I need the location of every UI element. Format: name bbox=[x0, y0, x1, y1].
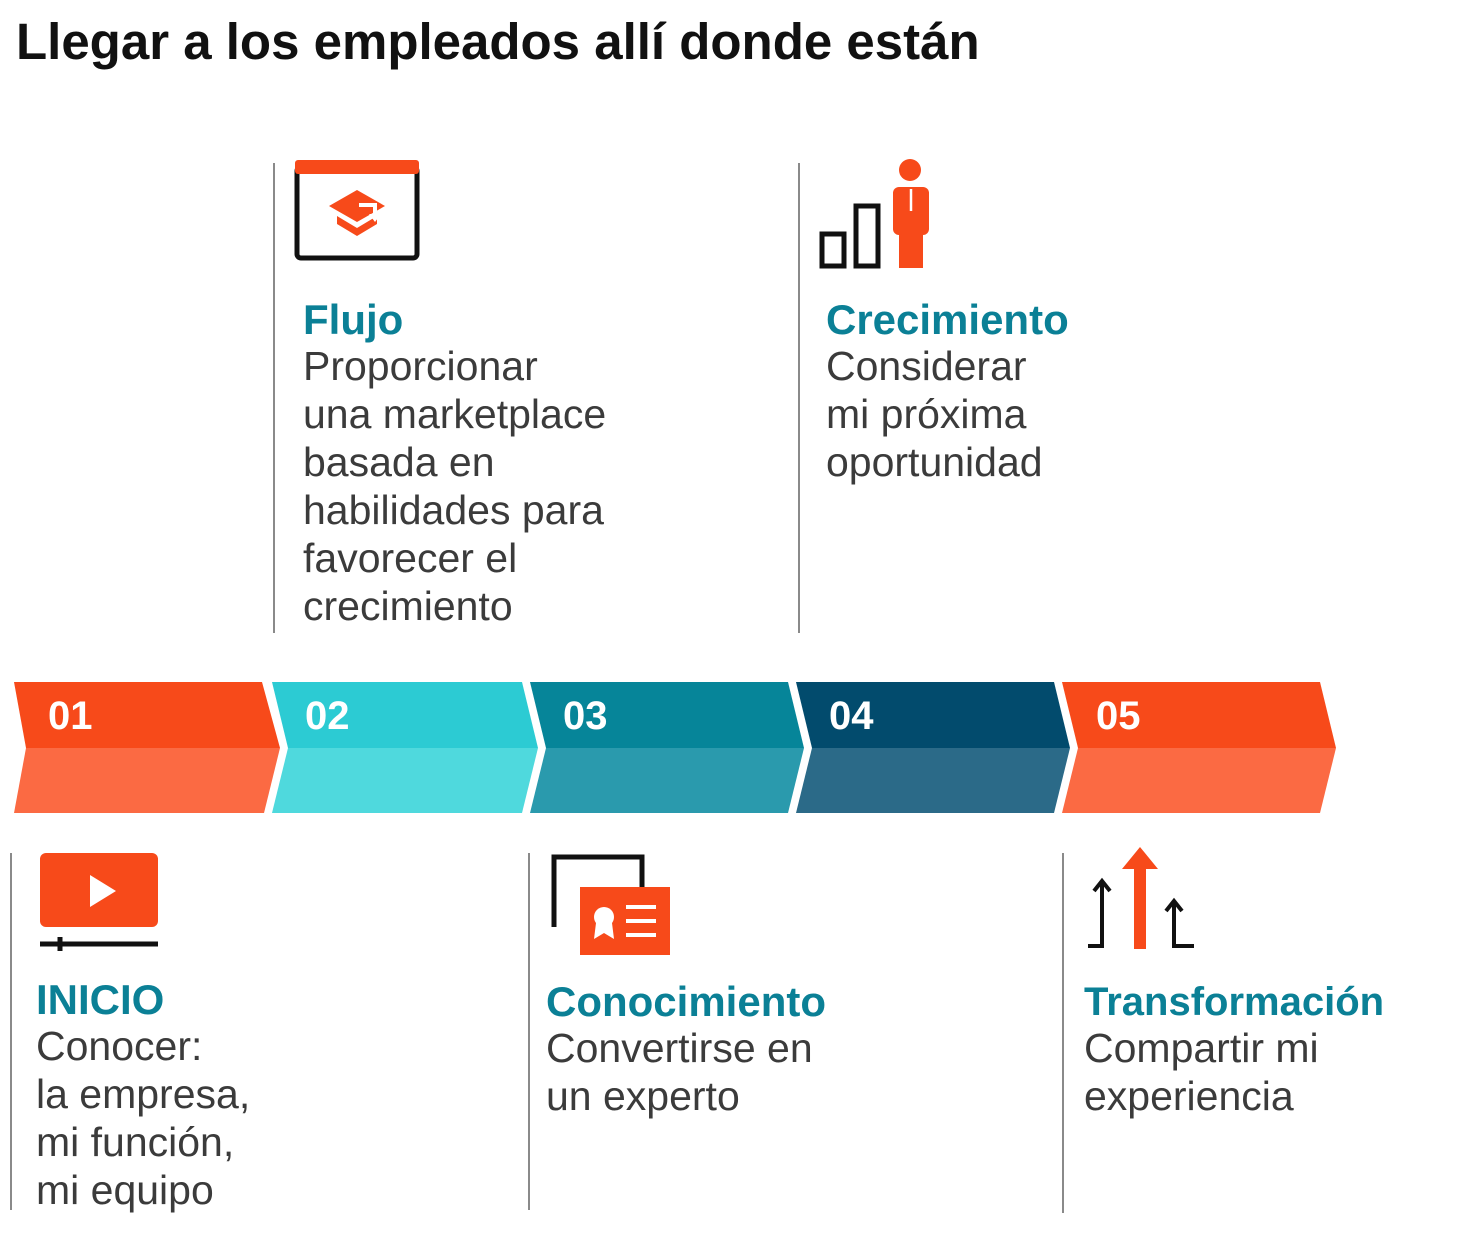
stage-05: Transformación Compartir mi experiencia bbox=[1084, 980, 1384, 1120]
divider-line-04 bbox=[798, 163, 800, 633]
stage-03: Conocimiento Convertirse en un experto bbox=[546, 980, 826, 1120]
divider-line-05 bbox=[1062, 853, 1064, 1213]
certificate-id-card-icon bbox=[551, 854, 670, 955]
chevron-05: 05 bbox=[1062, 682, 1336, 813]
chevron-02: 02 bbox=[272, 682, 538, 813]
description-line: Convertirse en bbox=[546, 1025, 813, 1071]
description-line: mi próxima bbox=[826, 391, 1027, 437]
description-line: mi equipo bbox=[36, 1167, 214, 1213]
description-line: basada en bbox=[303, 439, 495, 485]
step-number-04: 04 bbox=[829, 694, 874, 738]
description-line: Considerar bbox=[826, 343, 1027, 389]
video-play-icon bbox=[40, 853, 158, 951]
stage-02: Flujo Proporcionar una marketplace basad… bbox=[303, 298, 606, 630]
divider-line-03 bbox=[528, 853, 530, 1210]
description-line: crecimiento bbox=[303, 583, 513, 629]
description-line: oportunidad bbox=[826, 439, 1043, 485]
description-line: Compartir mi bbox=[1084, 1025, 1319, 1071]
stage-title-conocimiento: Conocimiento bbox=[546, 978, 826, 1025]
divider-line-02 bbox=[273, 163, 275, 633]
description-line: la empresa, bbox=[36, 1071, 251, 1117]
stage-description: Compartir mi experiencia bbox=[1084, 1024, 1384, 1120]
stage-title-transformacion: Transformación bbox=[1084, 980, 1385, 1024]
step-number-05: 05 bbox=[1096, 694, 1141, 738]
description-line: favorecer el bbox=[303, 535, 518, 581]
graduation-cap-window-icon bbox=[294, 160, 420, 261]
chevron-01: 01 bbox=[14, 682, 280, 813]
description-line: Conocer: bbox=[36, 1023, 203, 1069]
divider-line-01 bbox=[10, 853, 12, 1210]
stage-title-flujo: Flujo bbox=[303, 296, 404, 343]
page-title: Llegar a los empleados allí donde están bbox=[16, 13, 980, 70]
chevron-04: 04 bbox=[796, 682, 1070, 813]
description-line: experiencia bbox=[1084, 1073, 1294, 1119]
up-arrows-icon bbox=[1088, 847, 1194, 949]
description-line: una marketplace bbox=[303, 391, 607, 437]
stage-description: Considerar mi próxima oportunidad bbox=[826, 342, 1069, 486]
stage-title-inicio: INICIO bbox=[36, 976, 165, 1023]
stage-description: Conocer: la empresa, mi función, mi equi… bbox=[36, 1022, 250, 1214]
description-line: un experto bbox=[546, 1073, 740, 1119]
chevron-03: 03 bbox=[530, 682, 804, 813]
step-number-03: 03 bbox=[563, 694, 608, 738]
person-growth-bars-icon bbox=[819, 159, 929, 269]
stage-description: Convertirse en un experto bbox=[546, 1024, 826, 1120]
description-line: Proporcionar bbox=[303, 343, 538, 389]
description-line: mi función, bbox=[36, 1119, 235, 1165]
step-number-02: 02 bbox=[305, 694, 350, 738]
stage-title-crecimiento: Crecimiento bbox=[826, 296, 1069, 343]
description-line: habilidades para bbox=[303, 487, 604, 533]
stage-description: Proporcionar una marketplace basada en h… bbox=[303, 342, 606, 630]
stage-01: INICIO Conocer: la empresa, mi función, … bbox=[36, 978, 250, 1214]
stage-04: Crecimiento Considerar mi próxima oportu… bbox=[826, 298, 1069, 486]
step-number-01: 01 bbox=[48, 694, 93, 738]
